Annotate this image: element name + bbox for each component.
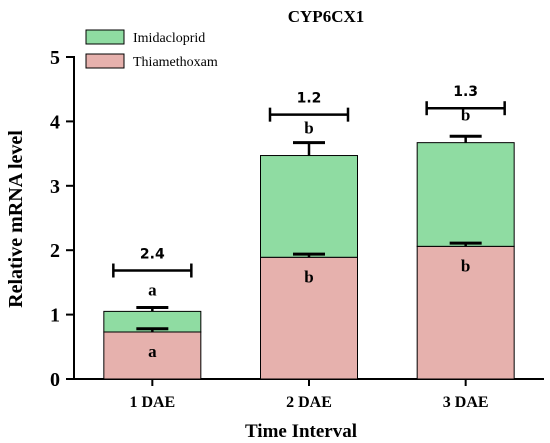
letter-thiamethoxam: a (148, 342, 157, 361)
x-tick-label: 2 DAE (286, 394, 332, 411)
x-tick-label: 1 DAE (129, 394, 175, 411)
y-tick-label: 3 (50, 176, 60, 198)
bars (103, 134, 515, 380)
fold-change-label: 1.3 (453, 84, 478, 100)
y-tick-label: 4 (50, 111, 60, 133)
letter-thiamethoxam: b (461, 256, 470, 275)
bar-thiamethoxam (416, 245, 515, 380)
y-axis-label: Relative mRNA level (5, 130, 27, 308)
letter-thiamethoxam: b (304, 267, 313, 286)
bar-thiamethoxam (260, 256, 358, 380)
y-tick-label: 5 (50, 47, 60, 69)
annotations: a a 2.4 b b 1.2 b b 1.3 (112, 84, 506, 361)
legend-swatch-imidacloprid (85, 29, 125, 45)
fold-change-label: 2.4 (140, 247, 165, 263)
letter-imidacloprid: b (461, 106, 470, 125)
bar-imidacloprid (416, 142, 515, 247)
legend-swatch-thiamethoxam (85, 53, 125, 69)
letter-imidacloprid: a (148, 281, 157, 300)
legend-label-thiamethoxam: Thiamethoxam (133, 55, 218, 70)
legend: Imidacloprid Thiamethoxam (85, 29, 218, 70)
y-tick-label: 2 (50, 240, 60, 262)
letter-imidacloprid: b (304, 119, 313, 138)
fold-change-label: 1.2 (297, 91, 322, 107)
x-tick-label: 3 DAE (443, 394, 489, 411)
legend-label-imidacloprid: Imidacloprid (133, 31, 205, 46)
y-tick-label: 1 (50, 305, 60, 327)
y-tick-label: 0 (50, 369, 60, 391)
chart-title: CYP6CX1 (288, 7, 365, 26)
x-axis-label: Time Interval (245, 421, 357, 442)
bar-imidacloprid (260, 155, 358, 258)
